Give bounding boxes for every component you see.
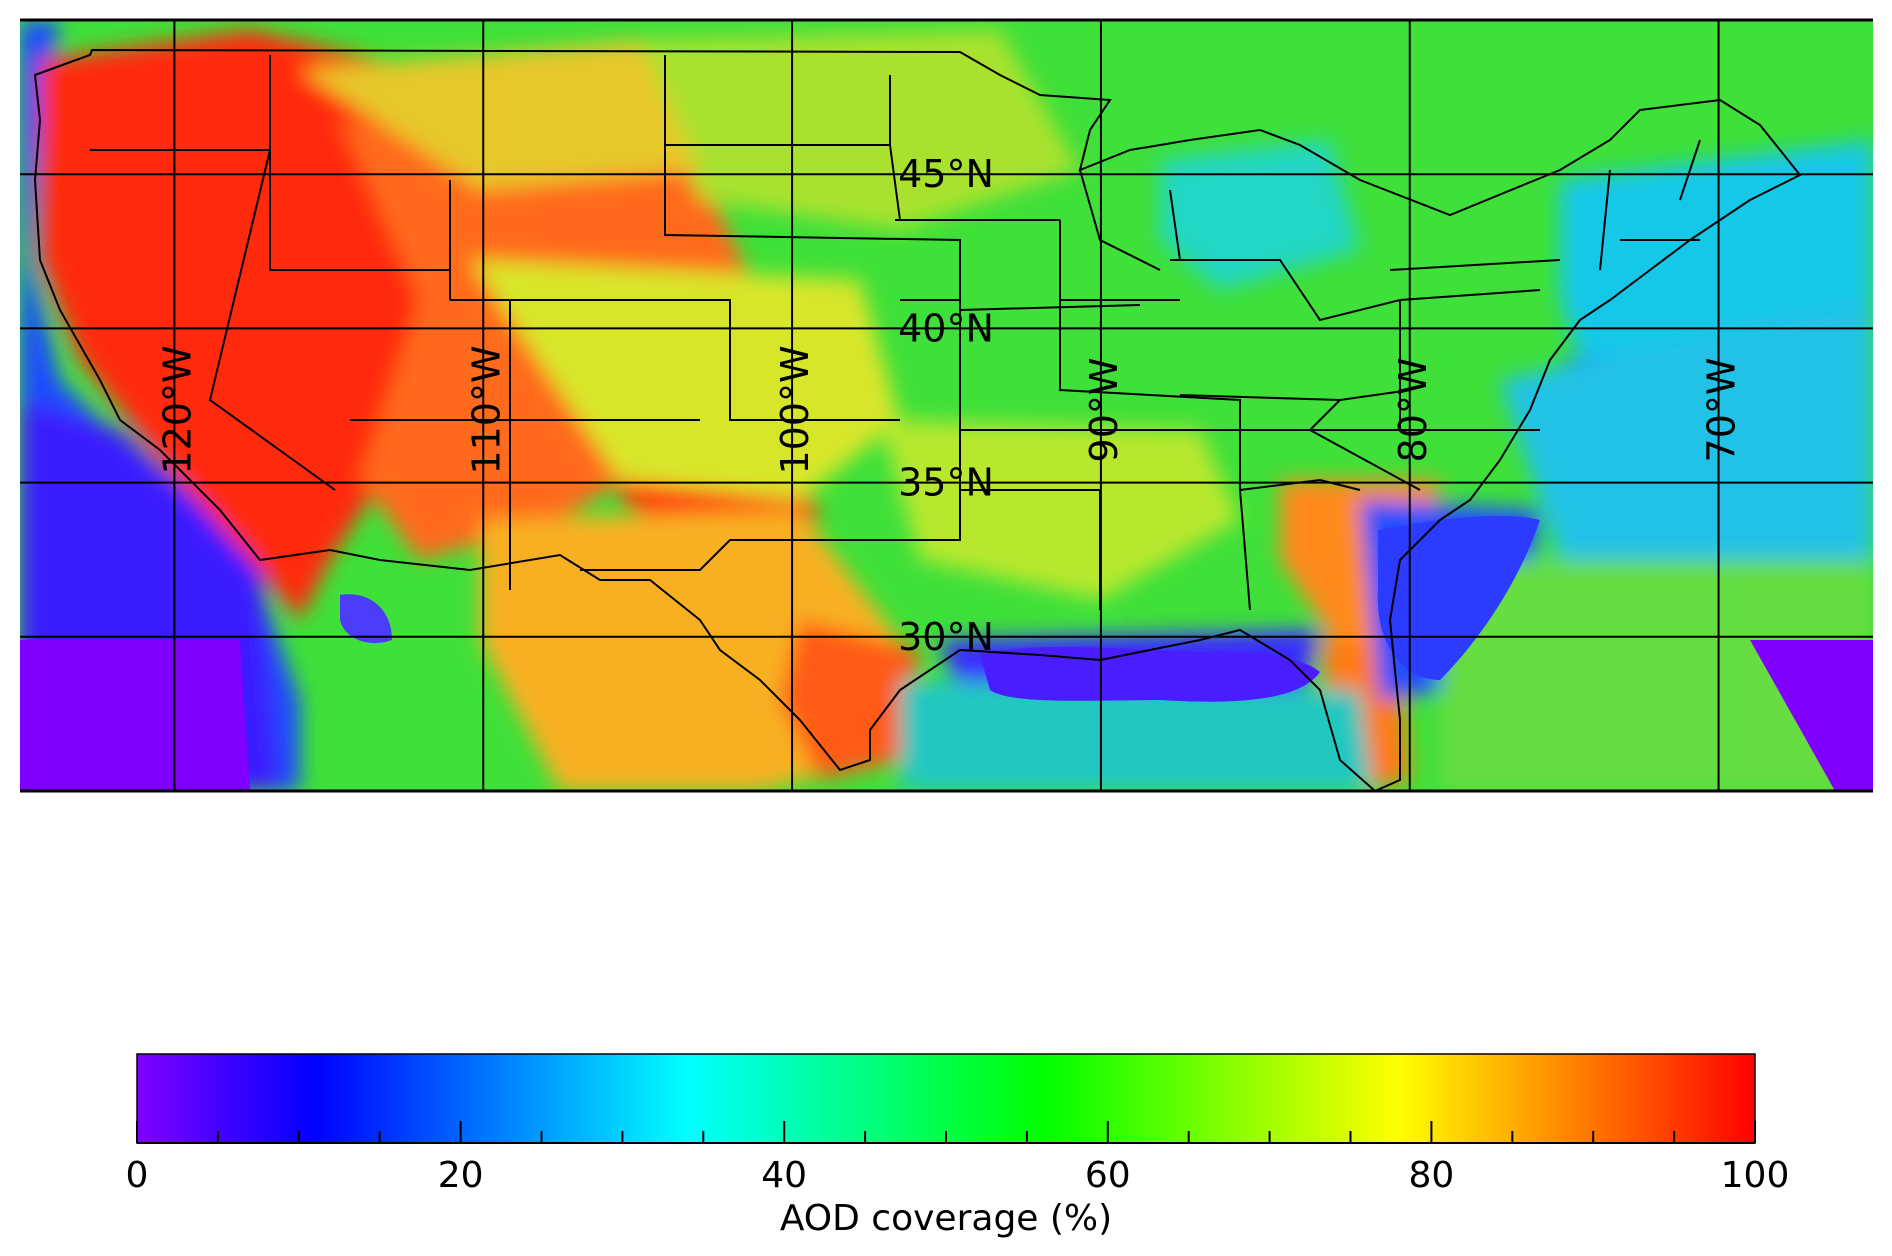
parallel-labels: 30°N 35°N 40°N 45°N (898, 152, 994, 659)
meridian-label: 100°W (773, 345, 817, 474)
colorbar-ticks: 0 20 40 60 80 100 (126, 1121, 1790, 1196)
parallel-label: 40°N (898, 306, 994, 350)
colorbar-tick-label: 20 (438, 1155, 484, 1196)
colorbar-tick-label: 80 (1408, 1155, 1454, 1196)
parallel-label: 45°N (898, 152, 994, 196)
colorbar-tick-label: 0 (126, 1155, 149, 1196)
aod-coverage-map (20, 20, 1873, 791)
parallel-label: 30°N (898, 615, 994, 659)
graticule (20, 20, 1873, 791)
colorbar: 0 20 40 60 80 100 AOD coverage (%) (126, 1053, 1790, 1239)
colorbar-tick-label: 40 (761, 1155, 807, 1196)
colorbar-tick-label: 100 (1721, 1155, 1790, 1196)
colorbar-gradient (136, 1053, 1756, 1144)
meridian-label: 120°W (155, 345, 199, 474)
meridian-label: 110°W (464, 345, 508, 474)
meridian-label: 80°W (1391, 358, 1435, 463)
parallel-label: 35°N (898, 461, 994, 505)
colorbar-tick-label: 60 (1085, 1155, 1131, 1196)
meridian-label: 90°W (1082, 358, 1126, 463)
meridian-label: 70°W (1700, 358, 1744, 463)
meridian-labels: 120°W 110°W 100°W 90°W 80°W 70°W (155, 345, 1743, 474)
colorbar-label: AOD coverage (%) (780, 1198, 1112, 1239)
